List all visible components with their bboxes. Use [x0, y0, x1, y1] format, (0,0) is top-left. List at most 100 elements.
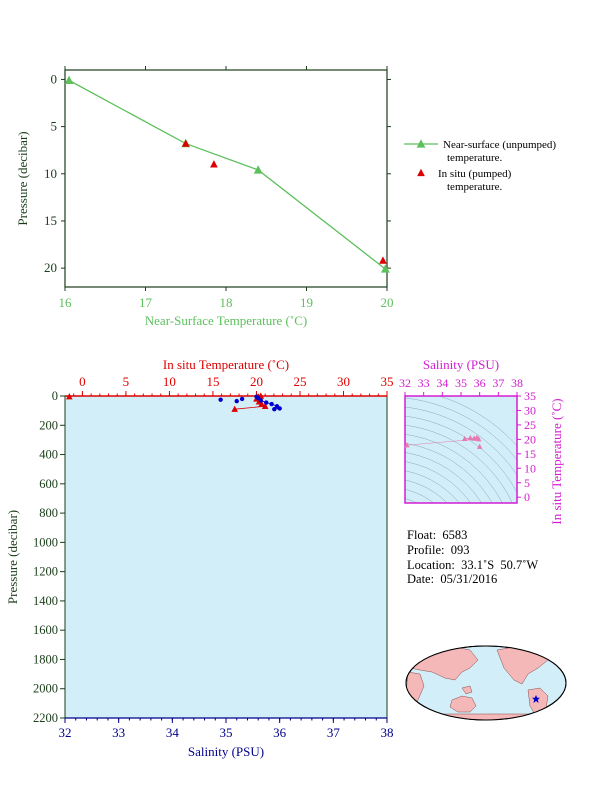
- ts-point: [467, 434, 474, 441]
- profile-top-axis-label: In situ Temperature (˚C): [163, 357, 289, 372]
- in-situ-temperature-point: [379, 256, 387, 264]
- top-plot-y-tick-label: 0: [51, 71, 58, 86]
- profile-y-tick-label: 1400: [33, 594, 58, 608]
- profile-top-tick-label: 25: [293, 374, 306, 389]
- profile-top-tick-label: 30: [337, 374, 350, 389]
- profile-salinity-point: [239, 396, 245, 402]
- near-surface-temperature-point: [253, 165, 263, 174]
- in-situ-temperature-point: [181, 139, 190, 147]
- profile-top-tick-label: 0: [79, 374, 86, 389]
- date-text: Date: 05/31/2016: [407, 572, 498, 586]
- top-plot-y-axis-label: Pressure (decibar): [15, 131, 30, 225]
- profile-y-tick-label: 600: [39, 477, 58, 491]
- profile-y-tick-label: 2000: [33, 682, 58, 696]
- ts-top-tick-label: 35: [455, 376, 467, 390]
- map-landmass: [461, 685, 473, 695]
- float-id-text: Float: 6583: [407, 528, 468, 542]
- profile-salinity-point: [258, 398, 264, 403]
- top-plot-y-tick-label: 20: [44, 260, 57, 275]
- profile-y-tick-label: 400: [39, 448, 58, 462]
- profile-temperature-point: [231, 405, 239, 412]
- profile-bottom-tick-label: 37: [327, 725, 341, 740]
- ts-top-axis-label: Salinity (PSU): [423, 357, 499, 372]
- legend-unpumped-marker: [416, 139, 426, 148]
- ts-y-tick-label: 25: [524, 418, 536, 432]
- profile-salinity-point: [272, 406, 277, 412]
- ts-y-tick-label: 15: [524, 447, 536, 461]
- top-plot-x-tick-label: 17: [139, 295, 153, 310]
- top-plot-y-tick-label: 10: [44, 166, 57, 181]
- ts-top-tick-label: 33: [418, 376, 430, 390]
- legend-pumped-label-2: temperature.: [447, 181, 503, 193]
- profile-y-tick-label: 800: [39, 506, 58, 520]
- profile-bottom-axis-label: Salinity (PSU): [188, 744, 264, 759]
- profile-salinity-point: [234, 398, 239, 404]
- float-location-star: [532, 695, 540, 703]
- profile-y-tick-label: 1600: [33, 623, 58, 637]
- legend-pumped-label: In situ (pumped): [438, 168, 512, 180]
- top-plot-y-tick-label: 15: [44, 213, 57, 228]
- ts-point: [404, 442, 410, 448]
- ts-top-tick-label: 36: [474, 376, 486, 390]
- profile-top-tick-label: 20: [250, 374, 263, 389]
- profile-y-tick-label: 1800: [33, 652, 58, 666]
- profile-y-tick-label: 1000: [33, 535, 58, 549]
- top-plot-x-tick-label: 16: [59, 295, 73, 310]
- profile-temperature-point: [261, 402, 269, 409]
- profile-salinity-point: [269, 401, 274, 407]
- profile-salinity-point: [277, 406, 282, 411]
- profile-top-tick-label: 15: [206, 374, 219, 389]
- ts-top-tick-label: 37: [492, 376, 504, 390]
- top-plot-y-tick-label: 5: [51, 119, 58, 134]
- profile-bottom-tick-label: 38: [381, 725, 394, 740]
- profile-top-tick-label: 35: [381, 374, 394, 389]
- ts-point: [476, 443, 483, 449]
- profile-salinity-point: [264, 400, 269, 405]
- ts-y-tick-label: 35: [524, 389, 536, 403]
- ts-y-tick-label: 5: [524, 476, 530, 490]
- ts-top-tick-label: 32: [399, 376, 411, 390]
- ts-top-tick-label: 34: [436, 376, 448, 390]
- map-landmass: [409, 713, 561, 720]
- profile-temperature-point: [66, 393, 73, 400]
- top-plot-frame: [64, 69, 388, 288]
- location-text: Location: 33.1˚S 50.7˚W: [407, 558, 539, 572]
- ts-y-tick-label: 10: [524, 461, 536, 475]
- ts-y-axis-label: In situ Temperature (˚C): [549, 398, 564, 524]
- profile-y-tick-label: 1200: [33, 565, 58, 579]
- profile-y-tick-label: 2200: [33, 711, 58, 725]
- top-plot-x-tick-label: 19: [300, 295, 313, 310]
- ts-point: [475, 436, 482, 442]
- legend-pumped-marker: [417, 168, 425, 177]
- profile-temperature-point: [258, 400, 265, 407]
- profile-top-tick-label: 10: [163, 374, 176, 389]
- profile-bottom-tick-label: 36: [273, 725, 287, 740]
- map-landmass: [449, 695, 477, 713]
- profile-salinity-point: [218, 397, 223, 402]
- near-surface-temperature-point: [380, 264, 390, 273]
- map-landmass: [545, 646, 561, 655]
- profile-text: Profile: 093: [407, 543, 470, 557]
- ts-y-tick-label: 0: [524, 490, 530, 504]
- ts-plot-area: [405, 396, 517, 503]
- profile-plot-area: [64, 395, 388, 719]
- legend-unpumped-label: Near-surface (unpumped): [443, 139, 556, 151]
- near-surface-temperature-point: [64, 75, 74, 84]
- map-border: [405, 645, 567, 721]
- top-plot-x-axis-label: Near-Surface Temperature (˚C): [145, 313, 307, 328]
- profile-y-axis-label: Pressure (decibar): [5, 510, 20, 604]
- ts-point: [461, 435, 468, 442]
- profile-bottom-tick-label: 35: [220, 725, 233, 740]
- profile-y-tick-label: 0: [52, 389, 58, 403]
- profile-bottom-tick-label: 33: [112, 725, 125, 740]
- near-surface-temperature-line: [68, 79, 386, 270]
- profile-bottom-tick-label: 34: [166, 725, 180, 740]
- in-situ-temperature-point: [210, 160, 218, 168]
- legend-unpumped-label-2: temperature.: [447, 152, 503, 164]
- ts-top-tick-label: 38: [511, 376, 523, 390]
- profile-y-tick-label: 200: [39, 418, 58, 432]
- profile-top-tick-label: 5: [123, 374, 130, 389]
- ts-y-tick-label: 20: [524, 432, 536, 446]
